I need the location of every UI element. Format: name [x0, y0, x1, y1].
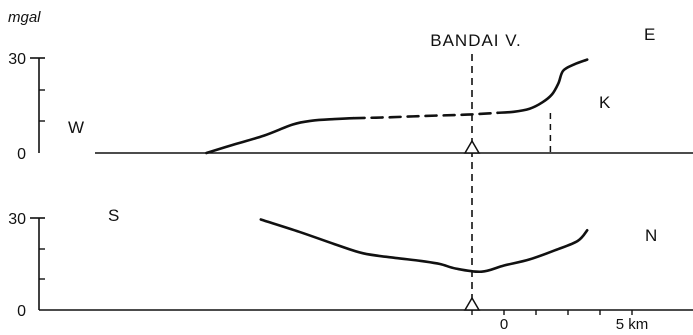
series-line-west-east-dashed-1 — [352, 111, 499, 120]
y-tick-label-30: 30 — [8, 51, 26, 68]
direction-label-south: S — [108, 206, 119, 225]
distance-scale-ticks — [471, 310, 633, 315]
y-tick-label-0: 0 — [17, 146, 26, 163]
y-tick-label-0: 0 — [17, 303, 26, 320]
marker-label-k: K — [599, 93, 611, 112]
distance-scale-label-0: 0 — [500, 316, 508, 333]
panel-west-east: mgal 30 0 W E BANDAI V. K — [8, 9, 693, 310]
panel-south-north: 30 0 S N 0 5 km — [8, 206, 693, 333]
distance-scale-label-5km: 5 km — [616, 316, 649, 333]
direction-label-west: W — [68, 118, 84, 137]
volcano-triangle-top — [463, 139, 481, 154]
series-line-south-north-solid-0 — [259, 218, 589, 274]
volcano-triangle-bottom — [463, 296, 481, 311]
direction-label-east: E — [644, 25, 655, 44]
series-group-south-north — [259, 218, 589, 274]
series-line-west-east-solid-0 — [205, 116, 355, 155]
y-tick-label-30: 30 — [8, 211, 26, 228]
series-group-west-east — [205, 58, 589, 155]
volcano-label: BANDAI V. — [430, 31, 522, 50]
direction-label-north: N — [645, 226, 657, 245]
series-line-west-east-solid-2 — [496, 58, 589, 115]
y-axis-unit-label: mgal — [8, 9, 41, 26]
